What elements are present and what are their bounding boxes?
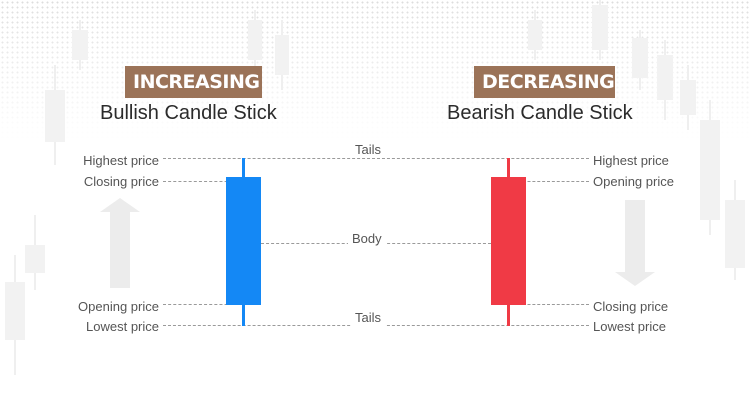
increasing-badge: INCREASING [125,66,262,98]
bearish-label-closing: Closing price [593,299,669,315]
guide-line-left-close [163,181,243,182]
decreasing-badge: DECREASING [474,66,615,98]
top-tails-label: Tails [351,142,386,158]
body-label: Body [348,231,386,247]
guide-line-right-open [508,181,589,182]
down-arrow-icon [615,200,655,286]
guide-line-right-close [508,304,589,305]
guide-line-top [163,158,589,159]
bearish-title: Bearish Candle Stick [447,102,633,124]
bullish-label-opening: Opening price [78,299,159,315]
bearish-label-lowest: Lowest price [593,319,666,335]
bullish-label-highest: Highest price [83,153,159,169]
guide-line-left-open [163,304,243,305]
up-arrow-icon [100,198,140,288]
bottom-tails-label: Tails [351,310,386,326]
bullish-title: Bullish Candle Stick [100,102,277,124]
bullish-label-lowest: Lowest price [86,319,159,335]
bullish-body [226,177,261,305]
bearish-label-opening: Opening price [593,174,674,190]
bullish-label-closing: Closing price [83,174,159,190]
bearish-body [491,177,526,305]
bearish-label-highest: Highest price [593,153,669,169]
